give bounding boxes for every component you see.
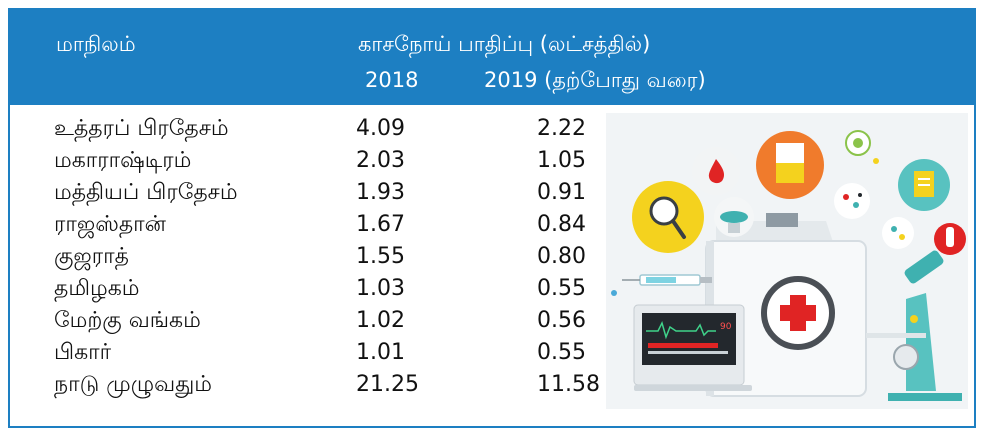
value-2019: 2.22: [537, 116, 586, 141]
value-2018: 1.93: [356, 180, 405, 205]
value-2018: 21.25: [356, 372, 419, 397]
table-row: மகாராஷ்டிரம் 2.03 1.05: [10, 148, 630, 180]
table-row: ராஜஸ்தான் 1.67 0.84: [10, 212, 630, 244]
monitor-screen: [642, 313, 736, 365]
value-2019: 0.55: [537, 276, 586, 301]
monitor-reading: 90: [720, 322, 732, 332]
pills-icon: [882, 217, 914, 249]
value-2019: 0.55: [537, 340, 586, 365]
kit-handle: [766, 213, 798, 227]
value-2018: 2.03: [356, 148, 405, 173]
value-2018: 1.55: [356, 244, 405, 269]
microscope-icon: [866, 250, 962, 401]
value-2018: 1.67: [356, 212, 405, 237]
state-name: மகாராஷ்டிரம்: [54, 148, 192, 173]
table-row: உத்தரப் பிரதேசம் 4.09 2.22: [10, 116, 630, 148]
heartbeat-line: [646, 320, 716, 340]
state-name: உத்தரப் பிரதேசம்: [54, 116, 229, 141]
value-2019: 0.91: [537, 180, 586, 205]
table-row-total: நாடு முழுவதும் 21.25 11.58: [10, 372, 630, 404]
state-name: நாடு முழுவதும்: [54, 372, 213, 397]
state-name: பிகார்: [54, 340, 112, 365]
state-name: குஜராத்: [54, 244, 129, 269]
medical-illustration: 90: [606, 113, 968, 409]
value-2019: 1.05: [537, 148, 586, 173]
syringe-icon: [611, 274, 712, 296]
table-row: பிகார் 1.01 0.55: [10, 340, 630, 372]
header-year-2019: 2019 (தற்போது வரை): [484, 68, 706, 92]
state-name: மத்தியப் பிரதேசம்: [54, 180, 238, 205]
table-row: குஜராத் 1.55 0.80: [10, 244, 630, 276]
state-name: ராஜஸ்தான்: [54, 212, 166, 237]
state-name: மேற்கு வங்கம்: [54, 308, 201, 333]
table-header: மாநிலம் காசநோய் பாதிப்பு (லட்சத்தில்) 20…: [10, 10, 974, 105]
table-row: தமிழகம் 1.03 0.55: [10, 276, 630, 308]
value-2018: 1.03: [356, 276, 405, 301]
state-name: தமிழகம்: [54, 276, 140, 301]
table-row: மேற்கு வங்கம் 1.02 0.56: [10, 308, 630, 340]
value-2018: 4.09: [356, 116, 405, 141]
header-year-2018: 2018: [365, 68, 419, 92]
table-row: மத்தியப் பிரதேசம் 1.93 0.91: [10, 180, 630, 212]
value-2019: 0.56: [537, 308, 586, 333]
header-title: காசநோய் பாதிப்பு (லட்சத்தில்): [358, 32, 651, 56]
header-state-label: மாநிலம்: [56, 32, 136, 56]
value-2019: 11.58: [537, 372, 600, 397]
molecule-icon: [834, 183, 870, 219]
value-2018: 1.01: [356, 340, 405, 365]
value-2019: 0.84: [537, 212, 586, 237]
value-2018: 1.02: [356, 308, 405, 333]
value-2019: 0.80: [537, 244, 586, 269]
